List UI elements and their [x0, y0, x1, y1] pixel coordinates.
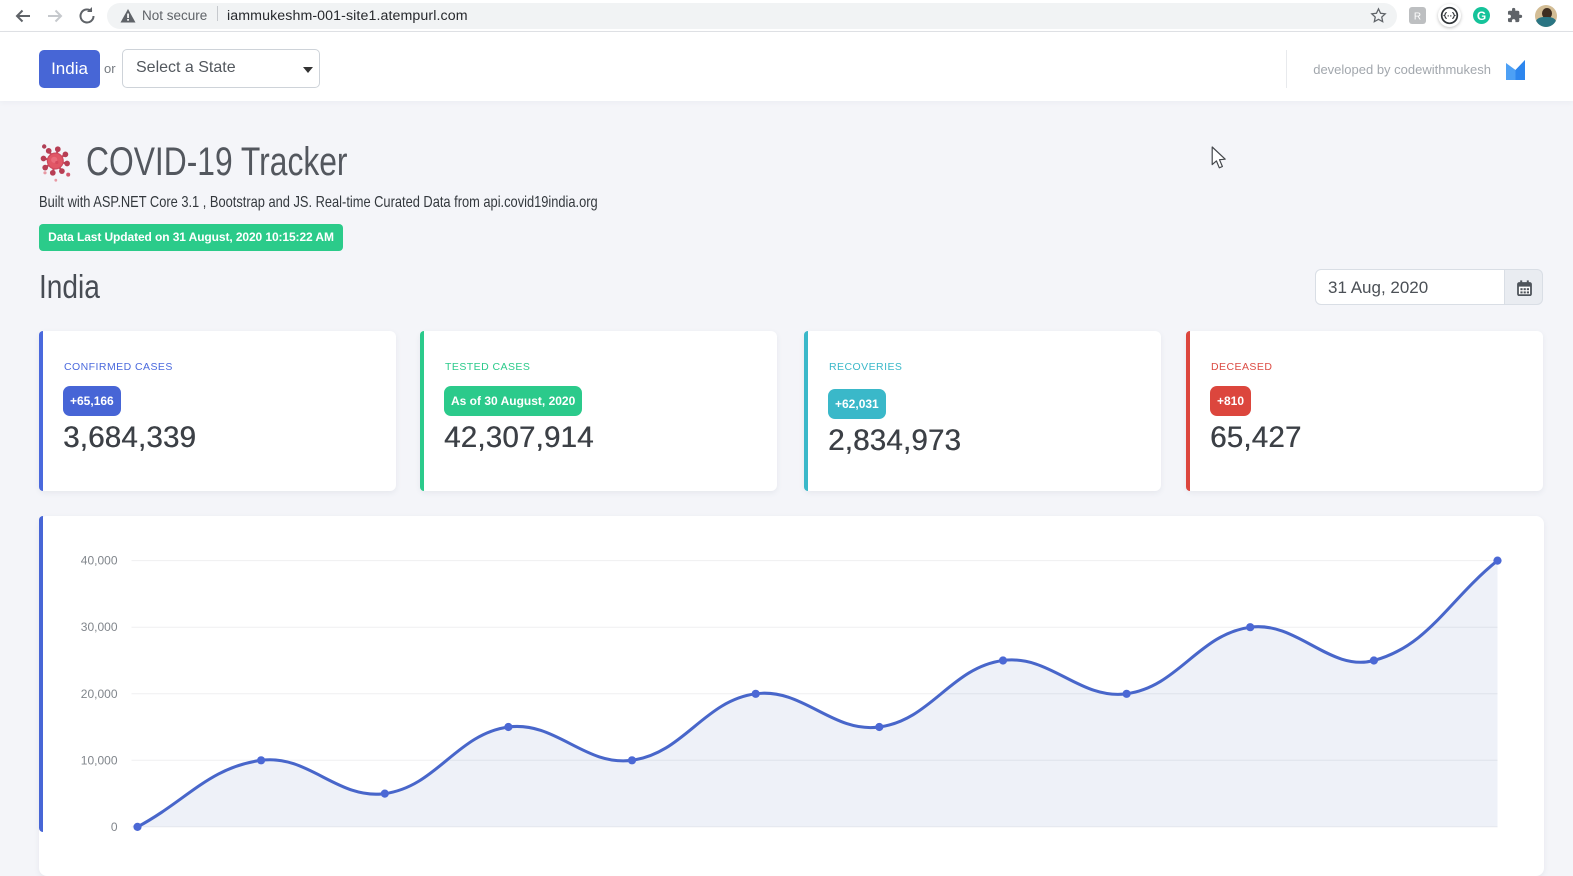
svg-text:30,000: 30,000 [81, 620, 118, 634]
svg-text:G: G [1477, 9, 1486, 23]
svg-text:10,000: 10,000 [81, 753, 118, 767]
svg-text:0: 0 [111, 820, 118, 832]
svg-text:20,000: 20,000 [81, 687, 118, 701]
svg-text:40,000: 40,000 [81, 554, 118, 568]
svg-text:R: R [1414, 12, 1421, 23]
